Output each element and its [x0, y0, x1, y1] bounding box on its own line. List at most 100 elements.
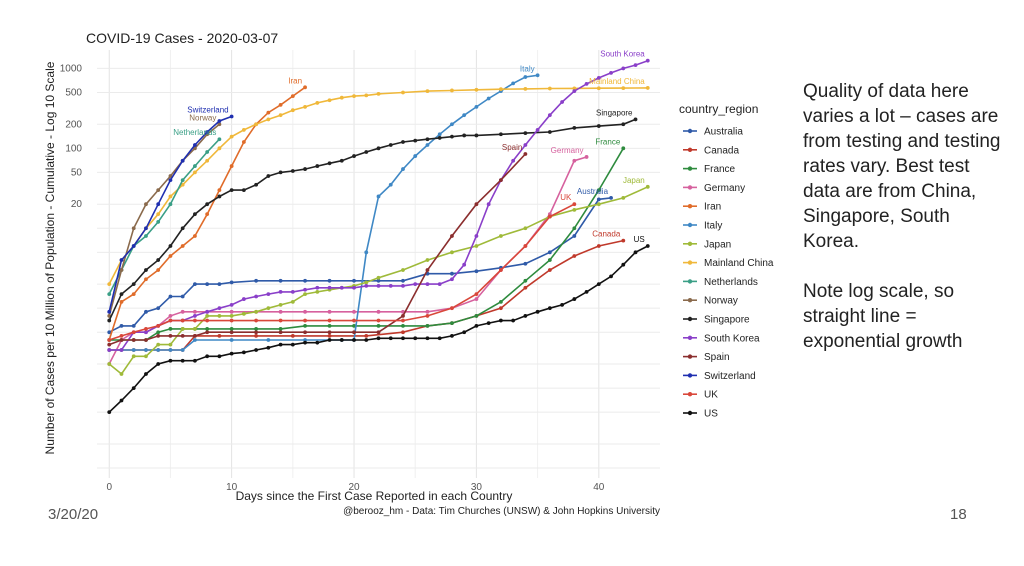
data-point-us	[327, 338, 332, 342]
legend-item-singapore: Singapore	[683, 315, 750, 326]
data-point-us	[645, 244, 650, 248]
data-point-singapore	[547, 130, 552, 134]
data-point-south-korea	[339, 285, 344, 290]
data-point-netherlands	[205, 150, 210, 154]
data-point-canada	[327, 333, 332, 338]
data-point-singapore	[266, 174, 271, 178]
data-point-france	[229, 327, 234, 331]
data-point-mainland-china	[621, 86, 626, 91]
data-point-south-korea	[376, 283, 381, 288]
data-point-iran	[241, 140, 246, 144]
data-point-iran	[229, 164, 234, 168]
data-point-norway	[144, 202, 148, 207]
data-point-japan	[180, 327, 185, 331]
data-point-switzerland	[205, 130, 210, 134]
legend-swatch-dot	[687, 298, 693, 303]
data-point-france	[498, 299, 503, 304]
data-point-australia	[205, 282, 210, 287]
legend-label: Iran	[704, 202, 721, 213]
x-tick-label: 0	[106, 482, 112, 493]
legend: Australia Canada France Germany Iran Italy Jap…	[683, 127, 774, 420]
data-point-italy	[388, 182, 393, 187]
data-point-us	[131, 386, 136, 390]
data-point-us	[193, 358, 197, 363]
data-point-germany	[168, 314, 173, 318]
data-point-japan	[205, 314, 210, 318]
data-point-uk	[193, 318, 197, 323]
series-line-uk	[108, 203, 575, 341]
data-point-france	[327, 324, 332, 328]
legend-label: Spain	[704, 352, 730, 363]
data-point-australia	[107, 330, 112, 335]
data-point-mainland-china	[266, 117, 271, 122]
data-point-mainland-china	[364, 93, 369, 98]
data-point-mainland-china	[523, 86, 528, 91]
data-point-south-korea	[609, 70, 613, 75]
data-point-singapore	[621, 122, 626, 127]
data-point-australia	[523, 261, 528, 266]
data-point-spain	[327, 330, 332, 335]
data-point-singapore	[596, 124, 601, 128]
data-point-us	[413, 336, 418, 341]
data-point-us	[180, 358, 185, 363]
data-point-spain	[498, 178, 503, 183]
data-point-south-korea	[584, 82, 589, 86]
data-point-germany	[572, 158, 577, 163]
data-point-australia	[144, 309, 148, 314]
y-tick-label: 200	[65, 119, 82, 130]
data-point-australia	[303, 278, 307, 283]
data-point-uk	[278, 318, 283, 323]
data-point-japan	[131, 354, 136, 359]
data-point-singapore	[523, 131, 528, 136]
data-point-norway	[131, 226, 136, 231]
data-point-uk	[498, 268, 503, 272]
data-point-uk	[327, 318, 332, 323]
data-point-japan	[144, 354, 148, 359]
data-point-italy	[364, 250, 369, 255]
data-point-us	[450, 333, 454, 338]
data-point-south-korea	[107, 348, 112, 352]
data-point-mainland-china	[474, 87, 479, 92]
data-point-mainland-china	[547, 86, 552, 91]
legend-item-south-korea: South Korea	[683, 333, 760, 344]
data-point-italy	[156, 348, 161, 352]
series-us	[107, 244, 650, 415]
data-point-south-korea	[425, 282, 430, 287]
legend-swatch-dot	[687, 354, 693, 359]
data-point-us	[498, 318, 503, 323]
series-labels: Australia Canada France Germany Iran Italy Jap…	[173, 50, 645, 244]
data-point-switzerland	[119, 258, 124, 262]
data-point-france	[621, 146, 626, 151]
data-point-netherlands	[107, 292, 112, 297]
data-point-us	[144, 372, 148, 376]
legend-label: Singapore	[704, 315, 750, 326]
legend-item-australia: Australia	[683, 127, 743, 138]
data-point-singapore	[401, 140, 405, 144]
data-point-us	[217, 354, 222, 359]
data-point-iran	[180, 244, 185, 248]
data-point-singapore	[376, 146, 381, 151]
data-point-australia	[572, 234, 577, 238]
data-point-japan	[596, 202, 601, 207]
data-point-singapore	[217, 194, 222, 199]
data-point-australia	[401, 278, 405, 283]
data-point-spain	[523, 152, 528, 156]
data-point-japan	[572, 207, 577, 212]
data-point-us	[229, 351, 234, 356]
data-point-uk	[352, 318, 356, 323]
legend-item-canada: Canada	[683, 145, 739, 156]
data-point-japan	[193, 327, 197, 331]
data-point-us	[156, 362, 161, 366]
series-end-label-italy: Italy	[520, 64, 535, 73]
data-point-japan	[156, 342, 161, 347]
data-point-uk	[119, 333, 124, 338]
data-point-france	[156, 330, 161, 335]
data-point-spain	[205, 330, 210, 335]
data-point-france	[596, 188, 601, 193]
data-point-us	[315, 340, 320, 345]
data-point-south-korea	[364, 283, 369, 288]
legend-item-italy: Italy	[683, 221, 722, 232]
data-point-spain	[229, 330, 234, 335]
data-point-singapore	[131, 282, 136, 287]
data-point-canada	[364, 333, 369, 338]
